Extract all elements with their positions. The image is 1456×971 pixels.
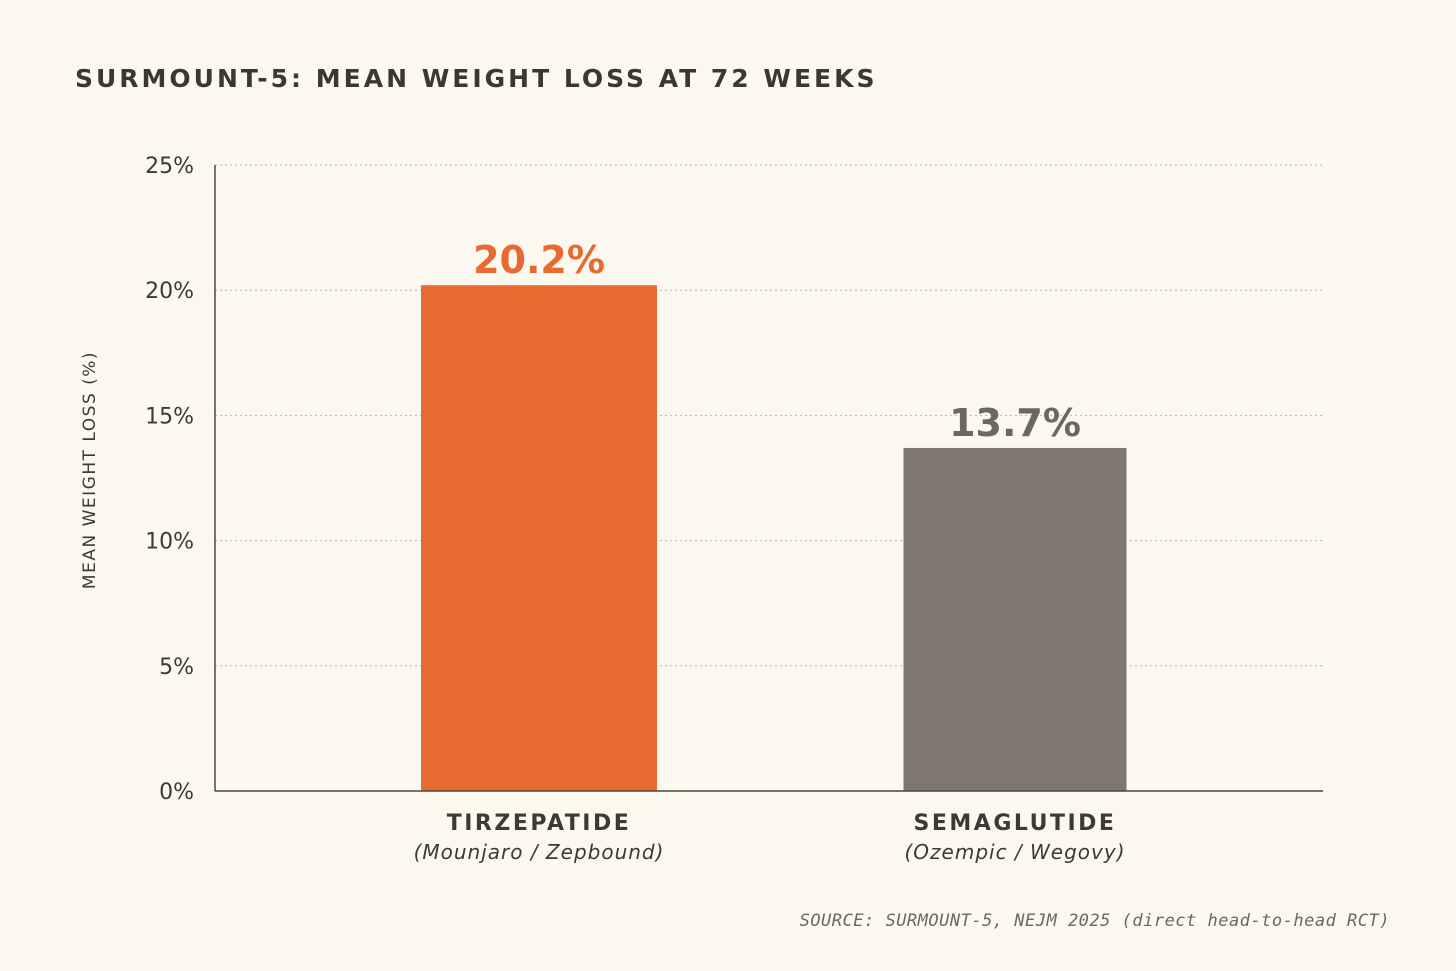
y-tick-label: 0% [159, 780, 194, 805]
x-tick-label: TIRZEPATIDE [447, 811, 632, 836]
x-tick-sublabel: (Ozempic / Wegovy) [904, 840, 1125, 864]
bars: 20.2% 13.7% [421, 238, 1127, 791]
y-tick-label: 20% [145, 279, 194, 304]
x-axis-categories: TIRZEPATIDE (Mounjaro / Zepbound) SEMAGLUT… [414, 811, 1125, 864]
y-tick-label: 25% [145, 154, 194, 179]
y-axis-ticks: 0% 5% 10% 15% 20% 25% [145, 154, 194, 805]
bar-tirzepatide [421, 285, 657, 791]
y-tick-label: 5% [159, 655, 194, 680]
source-note: SOURCE: SURMOUNT-5, NEJM 2025 (direct he… [799, 911, 1390, 931]
axes [214, 165, 1323, 792]
data-label: 20.2% [473, 238, 605, 282]
y-axis-label: MEAN WEIGHT LOSS (%) [80, 351, 100, 589]
y-tick-label: 15% [145, 404, 194, 429]
x-tick-sublabel: (Mounjaro / Zepbound) [414, 840, 665, 864]
data-label: 13.7% [949, 401, 1081, 445]
bar-semaglutide [903, 447, 1127, 791]
gridlines [215, 164, 1323, 667]
x-tick-label: SEMAGLUTIDE [914, 811, 1117, 836]
chart-title: SURMOUNT-5: MEAN WEIGHT LOSS AT 72 WEEKS [75, 64, 878, 93]
y-tick-label: 10% [145, 530, 194, 555]
